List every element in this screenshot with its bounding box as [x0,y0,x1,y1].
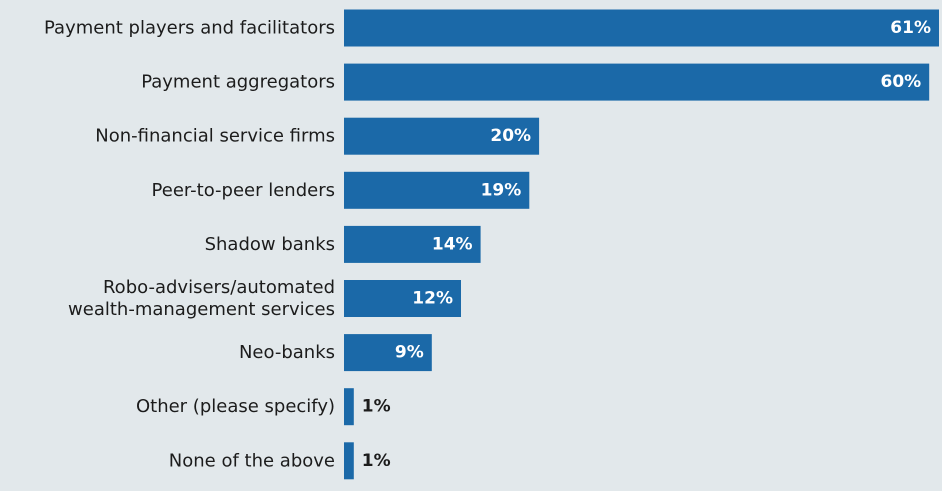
category-label-line: Peer-to-peer lenders [152,180,335,201]
category-label-line: Shadow banks [205,234,335,255]
category-label: Other (please specify) [136,396,335,417]
value-label: 9% [395,343,424,363]
value-label: 20% [490,126,531,146]
category-label-line: Neo-banks [239,342,335,363]
bar-0 [344,9,939,47]
category-label-line: Non-financial service firms [95,126,335,147]
category-label: Non-financial service firms [95,126,335,147]
bar-3 [344,171,530,209]
bar-5 [344,280,461,317]
value-label: 12% [412,289,453,309]
category-label: None of the above [169,450,335,471]
category-label: Neo-banks [239,342,335,363]
category-label: Peer-to-peer lenders [152,180,335,201]
bar-1 [344,63,930,101]
category-label-line: None of the above [169,450,335,471]
category-label: Payment players and facilitators [44,18,335,39]
category-label-line: wealth-management services [68,299,335,320]
value-label: 60% [880,72,921,92]
category-label-line: Payment players and facilitators [44,18,335,39]
category-label-line: Other (please specify) [136,396,335,417]
bar-7 [344,388,354,426]
category-label-line: Payment aggregators [141,72,335,93]
category-label: Robo-advisers/automated wealth-management… [68,277,335,320]
bar-2 [344,117,540,155]
bars-layer: Payment players and facilitators 61% Payme… [44,9,939,480]
value-label: 1% [362,397,391,417]
value-label: 14% [432,234,473,254]
category-label: Payment aggregators [141,72,335,93]
category-label-line: Robo-advisers/automated [103,277,335,298]
bar-8 [344,442,354,480]
bar-6 [344,334,432,372]
value-label: 1% [362,451,391,471]
value-label: 61% [890,18,931,38]
bar-4 [344,225,481,263]
category-label: Shadow banks [205,234,335,255]
value-label: 19% [481,180,522,200]
